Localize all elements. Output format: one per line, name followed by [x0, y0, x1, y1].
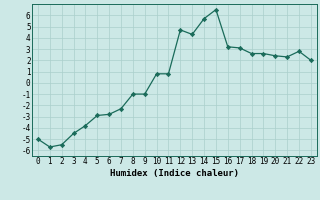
- X-axis label: Humidex (Indice chaleur): Humidex (Indice chaleur): [110, 169, 239, 178]
